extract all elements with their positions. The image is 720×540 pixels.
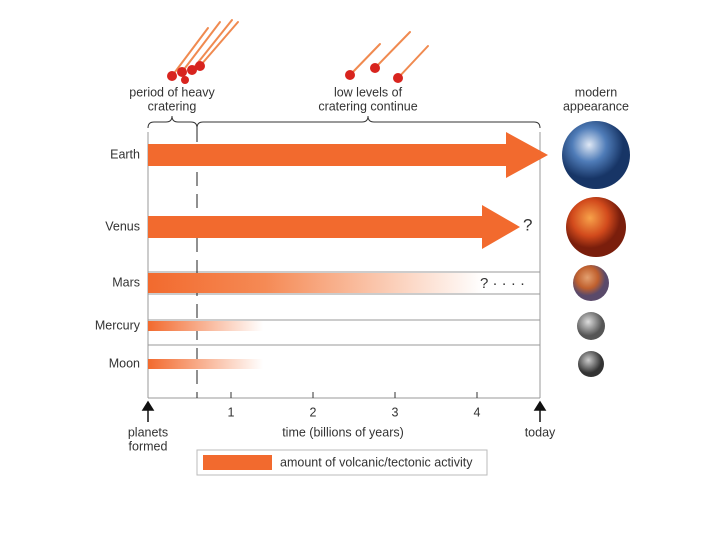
start-label-1: planets	[128, 425, 168, 439]
legend-swatch	[203, 455, 272, 470]
end-label: today	[525, 425, 556, 439]
mercury-image	[577, 312, 605, 340]
legend-label: amount of volcanic/tectonic activity	[280, 455, 473, 469]
meteors	[167, 19, 429, 84]
row-label: Earth	[110, 147, 140, 161]
earth-image	[562, 121, 630, 189]
mars-image	[573, 265, 609, 301]
row-label: Venus	[105, 219, 140, 233]
moon-image	[578, 351, 604, 377]
row-label: Moon	[109, 356, 140, 370]
legend-box	[196, 449, 488, 476]
mars-note: ? · · · ·	[480, 275, 525, 292]
arrows	[141, 400, 547, 422]
tick-label: 4	[474, 405, 481, 419]
header-left-2: cratering	[148, 99, 197, 113]
venus-image	[566, 197, 626, 257]
row-label: Mercury	[95, 318, 141, 332]
moon-bar	[148, 359, 263, 369]
earth-bar	[148, 132, 548, 178]
header-right-2: appearance	[563, 99, 629, 113]
frame	[147, 132, 541, 399]
tick-label: 2	[310, 405, 317, 419]
axis-title: time (billions of years)	[282, 425, 404, 439]
header-mid-1: low levels of	[334, 85, 403, 99]
braces	[147, 115, 541, 129]
header-left-1: period of heavy	[129, 85, 215, 99]
axis-ticks	[230, 392, 478, 398]
tick-label: 1	[228, 405, 235, 419]
row-label: Mars	[112, 275, 140, 289]
venus-bar	[148, 205, 520, 249]
header-mid-2: cratering continue	[318, 99, 417, 113]
venus-note: ?	[523, 215, 532, 234]
mars-bar	[148, 273, 483, 293]
start-label-2: formed	[129, 439, 168, 453]
tick-label: 3	[392, 405, 399, 419]
header-right-1: modern	[575, 85, 617, 99]
mercury-bar	[148, 321, 263, 331]
